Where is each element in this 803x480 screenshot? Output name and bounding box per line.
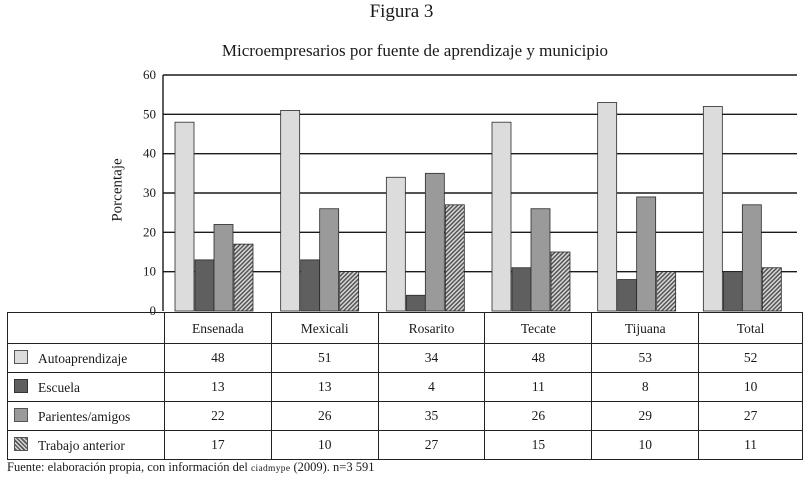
y-tick-label: 60: [143, 67, 156, 82]
table-cell: 11: [698, 430, 803, 460]
bar: [491, 121, 512, 312]
row-label: Parientes/amigos: [7, 401, 165, 431]
data-table: Ensenada Mexicali Rosarito Tecate Tijuan…: [7, 312, 803, 460]
bar: [722, 271, 743, 312]
table-cell: 17: [163, 430, 272, 460]
table-row: Parientes/amigos 22 26 35 26 29 27: [7, 401, 803, 431]
legend-swatch-trabajo-anterior: [14, 436, 28, 451]
table-cell: 11: [484, 372, 593, 402]
y-tick-label: 20: [143, 224, 156, 239]
bar: [385, 176, 406, 312]
legend-swatch-parientes-amigos: [14, 407, 28, 422]
table-corner-cell: [7, 312, 165, 344]
series-name: Parientes/amigos: [38, 408, 131, 424]
column-header: Mexicali: [270, 312, 379, 344]
bar: [280, 110, 301, 312]
table-cell: 48: [163, 343, 272, 373]
table-cell: 48: [484, 343, 593, 373]
row-label: Trabajo anterior: [7, 430, 165, 460]
table-cell: 10: [270, 430, 379, 460]
table-cell: 52: [698, 343, 803, 373]
table-header-row: Ensenada Mexicali Rosarito Tecate Tijuan…: [7, 312, 803, 344]
y-tick-label: 30: [143, 185, 156, 200]
table-row: Trabajo anterior 17 10 27 15 10 11: [7, 430, 803, 460]
table-cell: 26: [484, 401, 593, 431]
series-name: Trabajo anterior: [38, 437, 125, 453]
y-tick-label: 10: [143, 264, 156, 279]
figure-label: Figura 3: [369, 1, 434, 22]
bar: [233, 243, 254, 312]
bar: [511, 267, 532, 312]
y-axis-label: Porcentaje: [109, 158, 126, 222]
column-header: Tijuana: [591, 312, 700, 344]
bar: [319, 208, 340, 312]
row-label: Escuela: [7, 372, 165, 402]
table-cell: 34: [377, 343, 486, 373]
bar: [636, 196, 657, 312]
source-org: ciadmype: [251, 464, 291, 474]
table-cell: 26: [270, 401, 379, 431]
table-cell: 51: [270, 343, 379, 373]
bar: [702, 106, 723, 312]
bar: [194, 259, 215, 312]
bar: [550, 251, 571, 312]
row-label: Autoaprendizaje: [7, 343, 165, 373]
legend-swatch-autoaprendizaje: [14, 349, 28, 364]
bar: [597, 102, 618, 312]
column-header: Tecate: [484, 312, 593, 344]
table-cell: 8: [591, 372, 700, 402]
table-cell: 13: [163, 372, 272, 402]
bar: [530, 208, 551, 312]
bar: [213, 224, 234, 312]
bar: [174, 121, 195, 312]
y-tick-label: 50: [143, 106, 156, 121]
bar: [444, 204, 465, 312]
source-prefix: Fuente: elaboración propia, con informac…: [7, 460, 252, 474]
table-cell: 27: [698, 401, 803, 431]
table-cell: 15: [484, 430, 593, 460]
table-cell: 4: [377, 372, 486, 402]
legend-swatch-escuela: [14, 378, 28, 393]
bar: [617, 279, 638, 312]
chart-title: Microempresarios por fuente de aprendiza…: [221, 41, 609, 60]
table-cell: 29: [591, 401, 700, 431]
table-cell: 35: [377, 401, 486, 431]
table-cell: 13: [270, 372, 379, 402]
table-cell: 10: [591, 430, 700, 460]
column-header: Ensenada: [163, 312, 272, 344]
column-header: Rosarito: [377, 312, 486, 344]
series-name: Escuela: [38, 379, 80, 395]
bar: [741, 204, 762, 312]
table-cell: 10: [698, 372, 803, 402]
table-row: Autoaprendizaje 48 51 34 48 53 52: [7, 343, 803, 373]
y-tick-label: 0: [150, 303, 157, 318]
series-name: Autoaprendizaje: [38, 350, 128, 366]
bar: [405, 294, 426, 312]
bar: [339, 271, 360, 312]
column-header: Total: [698, 312, 803, 344]
bar: [656, 271, 677, 312]
bar: [424, 172, 445, 312]
source-suffix: (2009). n=3 591: [290, 460, 375, 474]
source-note: Fuente: elaboración propia, con informac…: [7, 460, 374, 475]
y-tick-label: 40: [143, 146, 156, 161]
table-cell: 22: [163, 401, 272, 431]
table-row: Escuela 13 13 4 11 8 10: [7, 372, 803, 402]
table-cell: 53: [591, 343, 700, 373]
table-cell: 27: [377, 430, 486, 460]
bar: [761, 267, 782, 312]
bar: [300, 259, 321, 312]
